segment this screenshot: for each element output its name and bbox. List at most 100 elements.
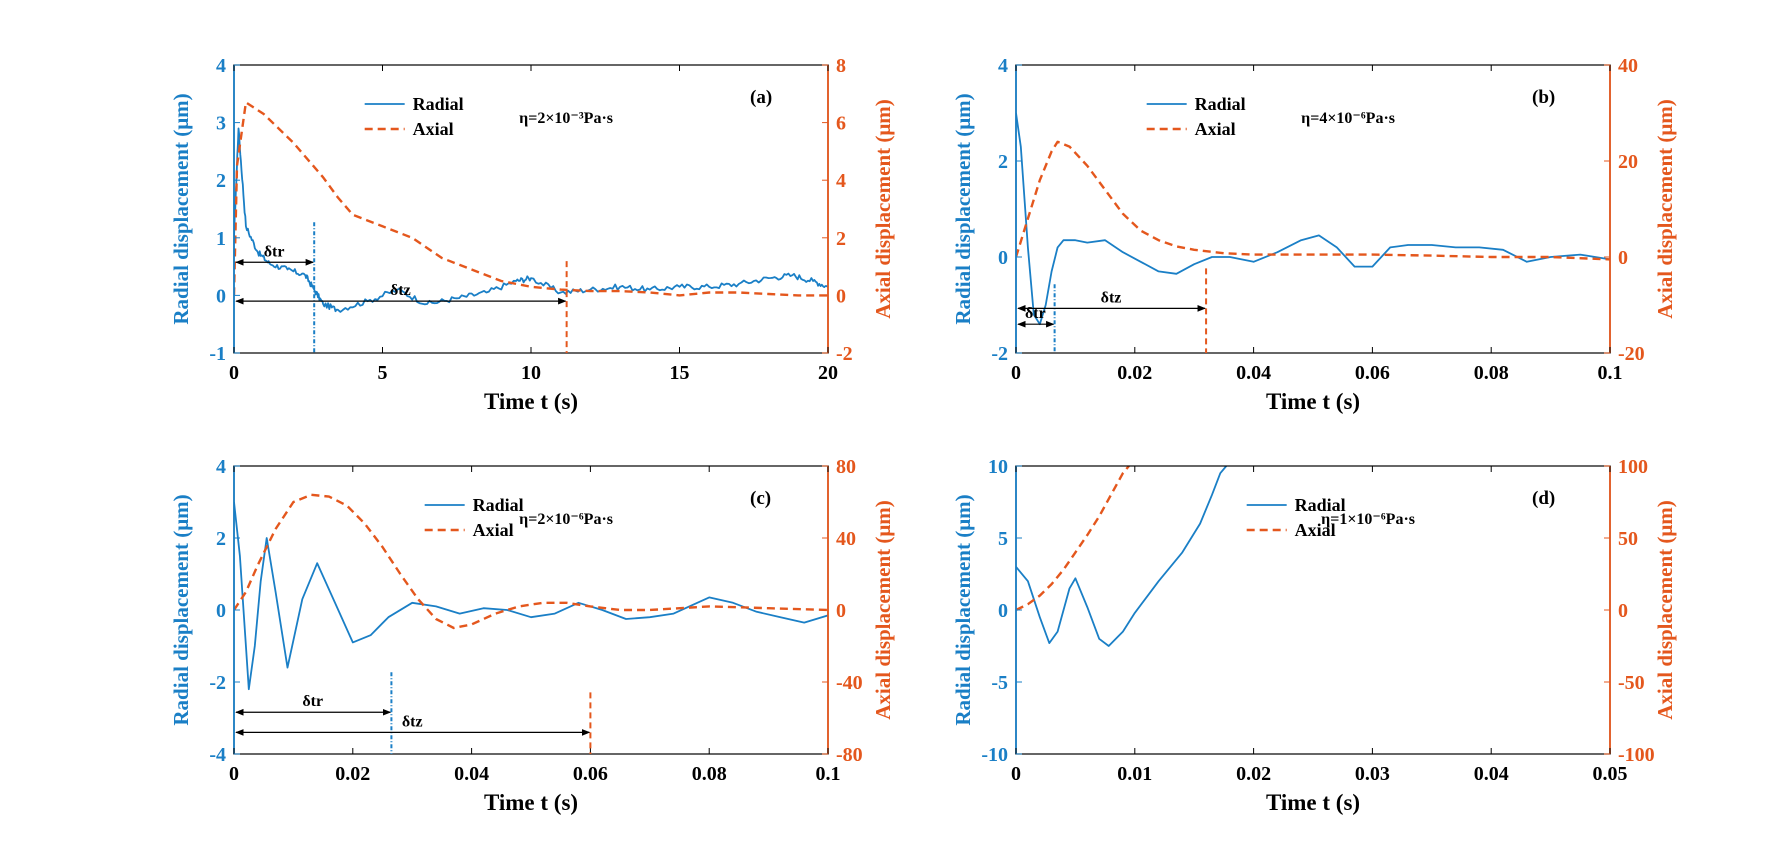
delay-label-1: δtz <box>390 282 411 299</box>
y-left-tick-label: 4 <box>216 456 226 478</box>
y-right-tick-label: 100 <box>1618 456 1648 478</box>
x-tick-label: 5 <box>378 362 388 384</box>
x-tick-label: 0 <box>229 763 239 785</box>
series-line-radial <box>234 127 828 313</box>
y-left-tick-label: -5 <box>991 672 1008 694</box>
y-left-tick-label: -1 <box>209 343 226 365</box>
delay-label-1: δtz <box>1101 289 1122 306</box>
x-tick-label: 0.1 <box>1598 362 1623 384</box>
y-right-tick-label: -20 <box>1618 343 1645 365</box>
y-left-tick-label: 3 <box>216 113 226 135</box>
chart-panel-c: 0 0.02 0.04 0.06 0.08 0.1 -4 -2 0 2 4 -80 -40 0 40 80 Ti… <box>169 456 895 815</box>
y-left-tick-label: 5 <box>998 528 1008 550</box>
y-right-tick-label: -80 <box>836 744 863 766</box>
legend-label-axial: Axial <box>1195 119 1236 139</box>
x-tick-label: 0.02 <box>335 763 370 785</box>
y-left-tick-label: 0 <box>998 247 1008 269</box>
y-left-tick-label: -10 <box>981 744 1008 766</box>
plot-frame <box>1015 64 1611 354</box>
viscosity-annotation: η=4×10⁻⁶Pa·s <box>1301 110 1395 127</box>
y-right-axis-label: Axial displacement (μm) <box>1653 500 1677 720</box>
legend-label-axial: Axial <box>413 119 454 139</box>
y-right-tick-label: 0 <box>1618 247 1628 269</box>
y-right-axis-label: Axial displacement (μm) <box>1653 99 1677 319</box>
y-right-tick-label: -2 <box>836 343 853 365</box>
x-tick-label: 20 <box>818 362 838 384</box>
viscosity-annotation: η=1×10⁻⁶Pa·s <box>1321 511 1415 528</box>
x-axis-label: Time t (s) <box>484 389 578 414</box>
x-tick-label: 0.08 <box>692 763 727 785</box>
series-line-radial <box>1016 466 1227 647</box>
x-tick-label: 0.08 <box>1474 362 1509 384</box>
y-left-tick-label: 0 <box>998 600 1008 622</box>
delay-label-0: δtr <box>302 693 323 710</box>
y-right-tick-label: 40 <box>1618 55 1638 77</box>
y-left-tick-label: 2 <box>216 528 226 550</box>
y-left-tick-label: 0 <box>216 600 226 622</box>
y-left-tick-label: 4 <box>216 55 226 77</box>
x-tick-label: 15 <box>670 362 690 384</box>
y-right-tick-label: 20 <box>1618 151 1638 173</box>
y-right-tick-label: 50 <box>1618 528 1638 550</box>
panel-label: (a) <box>750 87 772 108</box>
x-tick-label: 0.02 <box>1236 763 1271 785</box>
y-right-tick-label: 0 <box>1618 600 1628 622</box>
series-line-axial <box>1016 140 1610 261</box>
y-right-tick-label: -50 <box>1618 672 1645 694</box>
chart-panel-d: 0 0.01 0.02 0.03 0.04 0.05-10-50510-100-50050… <box>951 456 1677 815</box>
y-left-tick-label: 2 <box>998 151 1008 173</box>
y-left-tick-label: 10 <box>988 456 1008 478</box>
delay-label-0: δtr <box>264 243 285 260</box>
y-left-tick-label: -2 <box>209 672 226 694</box>
y-right-tick-label: -100 <box>1618 744 1655 766</box>
y-right-tick-label: -40 <box>836 672 863 694</box>
x-tick-label: 0.1 <box>816 763 841 785</box>
y-left-tick-label: 2 <box>216 170 226 192</box>
y-right-tick-label: 4 <box>836 170 846 192</box>
y-left-axis-label: Radial displacement (μm) <box>951 494 975 725</box>
legend-label-radial: Radial <box>413 94 464 114</box>
series-line-axial <box>1016 466 1130 612</box>
x-tick-label: 0.04 <box>1474 763 1509 785</box>
y-left-tick-label: 4 <box>998 55 1008 77</box>
y-right-tick-label: 40 <box>836 528 856 550</box>
x-tick-label: 0 <box>229 362 239 384</box>
series-line-radial <box>1016 112 1610 326</box>
y-right-tick-label: 2 <box>836 228 846 250</box>
legend-label-radial: Radial <box>1295 495 1346 515</box>
x-tick-label: 0.04 <box>1236 362 1271 384</box>
x-tick-label: 0.06 <box>573 763 608 785</box>
x-axis-label: Time t (s) <box>1266 790 1360 815</box>
y-right-tick-label: 80 <box>836 456 856 478</box>
legend-label-radial: Radial <box>1195 94 1246 114</box>
y-right-axis-label: Axial displacement (μm) <box>871 500 895 720</box>
y-right-tick-label: 0 <box>836 600 846 622</box>
x-tick-label: 0.06 <box>1355 362 1390 384</box>
legend-label-radial: Radial <box>473 495 524 515</box>
y-right-tick-label: 8 <box>836 55 846 77</box>
plot-frame <box>233 64 829 354</box>
legend-label-axial: Axial <box>473 520 514 540</box>
delay-label-0: δtr <box>1025 305 1046 322</box>
delay-label-1: δtz <box>402 713 423 730</box>
y-left-tick-label: 1 <box>216 228 226 250</box>
y-right-tick-label: 6 <box>836 113 846 135</box>
y-left-tick-label: -4 <box>209 744 226 766</box>
panel-label: (b) <box>1532 87 1555 108</box>
x-tick-label: 0.03 <box>1355 763 1390 785</box>
panel-label: (d) <box>1532 488 1555 509</box>
x-tick-label: 10 <box>521 362 541 384</box>
x-tick-label: 0.02 <box>1117 362 1152 384</box>
x-tick-label: 0.05 <box>1593 763 1628 785</box>
series-line-radial <box>234 501 828 691</box>
viscosity-annotation: η=2×10⁻⁶Pa·s <box>519 511 613 528</box>
x-tick-label: 0 <box>1011 362 1021 384</box>
y-left-axis-label: Radial displacement (μm) <box>951 93 975 324</box>
y-left-axis-label: Radial displacement (μm) <box>169 93 193 324</box>
x-axis-label: Time t (s) <box>1266 389 1360 414</box>
y-left-tick-label: 0 <box>216 285 226 307</box>
y-right-tick-label: 0 <box>836 285 846 307</box>
